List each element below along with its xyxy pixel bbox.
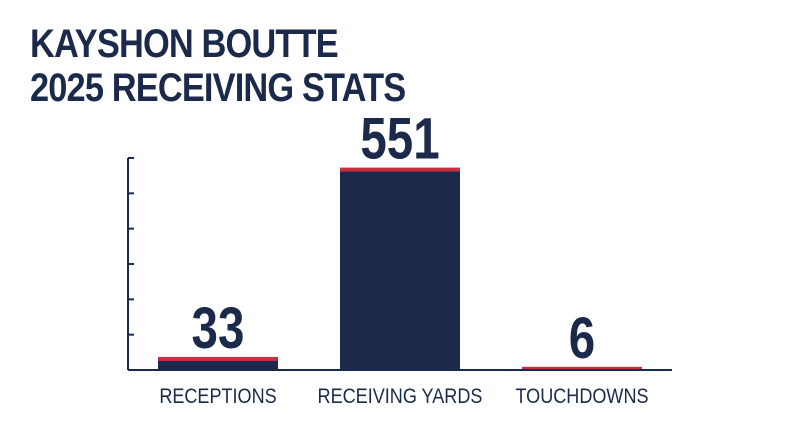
title-line-2: 2025 RECEIVING STATS <box>30 66 406 110</box>
category-label-0: RECEPTIONS <box>159 385 276 409</box>
data-label-1: 551 <box>360 107 439 172</box>
category-label-2: TOUCHDOWNS <box>515 385 648 409</box>
bar-accent-2 <box>522 366 642 371</box>
data-label-2: 6 <box>569 306 595 371</box>
data-label-0: 33 <box>192 297 245 362</box>
bar-accent-0 <box>158 356 278 361</box>
bar-accent-1 <box>340 167 460 172</box>
title-line-1: KAYSHON BOUTTE <box>30 22 339 66</box>
bar-1 <box>340 168 460 370</box>
chart-title: KAYSHON BOUTTE 2025 RECEIVING STATS <box>30 22 406 110</box>
category-label-1: RECEIVING YARDS <box>318 385 483 409</box>
bar-0 <box>158 357 278 370</box>
